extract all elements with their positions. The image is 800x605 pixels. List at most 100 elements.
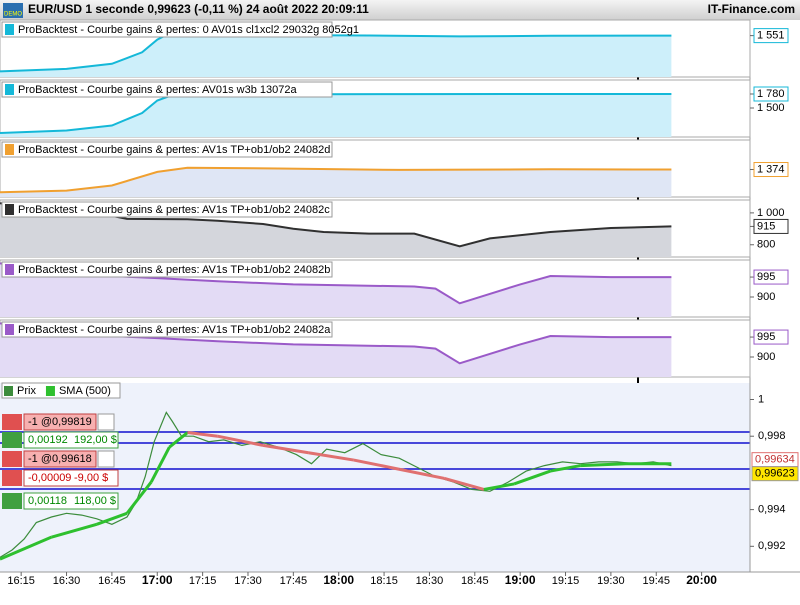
pnl-amount: 192,00 $ <box>74 434 117 446</box>
panel-label-swatch <box>5 24 14 35</box>
panel-label-bg <box>1 321 333 338</box>
x-tick-label: 17:30 <box>234 575 262 587</box>
price-label: 0,99623 <box>755 468 795 480</box>
badge: DEMO <box>4 12 22 18</box>
x-tick-label: 20:00 <box>686 573 717 587</box>
y-tick-label: 1 000 <box>757 207 785 219</box>
close-button[interactable] <box>97 450 115 468</box>
equity-area <box>0 203 672 257</box>
panel-label: ProBacktest - Courbe gains & pertes: AV1… <box>18 204 330 216</box>
price-box <box>751 466 799 482</box>
sma-segment <box>398 467 445 480</box>
value-box <box>753 86 789 102</box>
panel-label-swatch <box>5 264 14 275</box>
panel-label-bg <box>1 201 333 218</box>
gear-icon <box>2 451 22 467</box>
brand: IT-Finance.com <box>708 2 795 16</box>
equity-area <box>0 323 672 377</box>
x-tick-label: 17:45 <box>280 575 308 587</box>
panel-label-bg <box>1 81 333 98</box>
panel-label: ProBacktest - Courbe gains & pertes: AV0… <box>18 84 298 96</box>
x-tick-label: 18:15 <box>370 575 398 587</box>
equity-curve <box>0 262 672 305</box>
badge-icon <box>3 3 23 18</box>
panel-label: ProBacktest - Courbe gains & pertes: AV1… <box>18 324 331 336</box>
sma-segment <box>149 446 171 483</box>
gear-icon <box>2 470 22 486</box>
equity-area <box>0 94 672 137</box>
sma-segment <box>444 476 485 491</box>
pnl-points: -0,00009 <box>28 472 71 484</box>
panel-label-swatch <box>5 324 14 335</box>
sma-segment <box>550 464 581 473</box>
equity-area <box>0 263 672 317</box>
gear-icon <box>2 493 22 509</box>
x-tick-label: 17:00 <box>142 573 173 587</box>
y-tick-label: 915 <box>757 220 775 232</box>
pnl-amount: -9,00 $ <box>74 472 108 484</box>
x-tick-label: 18:30 <box>416 575 444 587</box>
sma-segment <box>51 522 98 539</box>
sma-segment <box>513 469 551 486</box>
value-box <box>753 329 789 345</box>
equity-curve <box>0 202 672 248</box>
sma-segment <box>96 511 128 526</box>
value-box <box>753 218 789 234</box>
y-tick-label: 0,992 <box>758 540 786 552</box>
y-tick-label: 1 500 <box>757 102 785 114</box>
pnl-points: 0,00118 <box>28 495 67 507</box>
y-tick-label: 995 <box>757 331 775 343</box>
close-button[interactable] <box>97 413 115 431</box>
panel-label-swatch <box>5 144 14 155</box>
panel-label-bg <box>1 21 333 38</box>
panel-label-swatch <box>5 84 14 95</box>
header-title: EUR/USD 1 seconde 0,99623 (-0,11 %) 24 a… <box>28 2 369 16</box>
y-tick-label: 1 551 <box>757 30 785 42</box>
x-tick-label: 16:45 <box>98 575 126 587</box>
panel-label-swatch <box>5 204 14 215</box>
price-label: 0,99634 <box>755 454 795 466</box>
sma-segment <box>262 443 309 455</box>
sma-segment <box>308 451 355 462</box>
main-bg <box>0 383 750 572</box>
sma-segment <box>580 462 627 468</box>
sma-segment <box>353 458 400 471</box>
order-label: -1 @0,99819 <box>28 416 92 428</box>
sma-segment <box>168 431 189 449</box>
equity-curve <box>0 166 672 194</box>
x-tick-label: 17:15 <box>189 575 217 587</box>
legend-swatch <box>4 386 13 396</box>
value-box <box>753 162 789 178</box>
order-label: -1 @0,99618 <box>28 453 92 465</box>
panel-label: ProBacktest - Courbe gains & pertes: AV1… <box>18 264 330 276</box>
y-tick-label: 0,994 <box>758 504 786 516</box>
legend-label: SMA (500) <box>59 385 111 397</box>
x-tick-label: 18:45 <box>461 575 489 587</box>
x-tick-label: 16:15 <box>7 575 35 587</box>
legend-label: Prix <box>17 385 36 397</box>
y-tick-label: 900 <box>757 351 775 363</box>
sma-segment <box>217 434 264 447</box>
y-tick-label: 1 <box>758 393 764 405</box>
legend-bg <box>1 382 121 399</box>
equity-area <box>0 31 672 77</box>
pnl-amount: 118,00 $ <box>74 495 116 507</box>
y-tick-label: 1 780 <box>757 88 785 100</box>
header-bar <box>0 0 800 20</box>
order-box <box>23 413 97 431</box>
panel-label: ProBacktest - Courbe gains & pertes: AV1… <box>18 144 330 156</box>
value-box <box>753 28 789 44</box>
y-tick-label: 995 <box>757 271 775 283</box>
panel-label: ProBacktest - Courbe gains & pertes: 0 A… <box>18 24 359 36</box>
y-tick-label: 900 <box>757 291 775 303</box>
sma-segment <box>0 535 53 561</box>
value-box <box>753 269 789 285</box>
y-tick-label: 0,998 <box>758 430 786 442</box>
panel-label-bg <box>1 141 333 158</box>
gear-icon <box>2 432 22 448</box>
sma-segment <box>125 481 153 515</box>
sma-segment <box>187 431 218 438</box>
x-tick-label: 19:15 <box>552 575 580 587</box>
y-tick-label: 800 <box>757 239 775 251</box>
